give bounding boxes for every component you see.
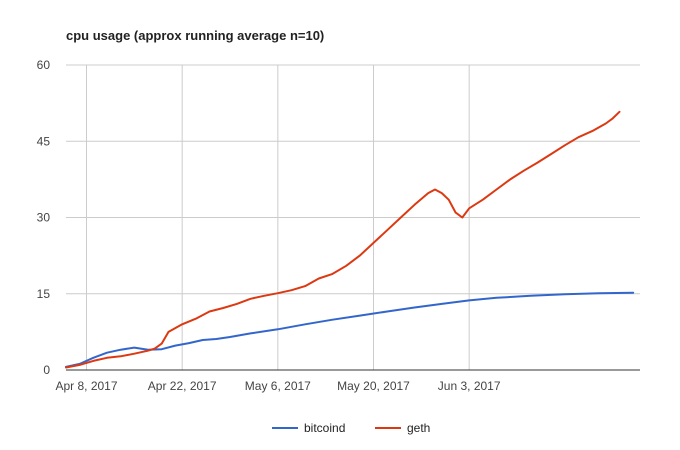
legend[interactable]: bitcoind geth bbox=[272, 421, 430, 435]
x-tick-label: May 6, 2017 bbox=[245, 379, 311, 393]
y-tick-label: 30 bbox=[37, 211, 51, 225]
legend-label: geth bbox=[407, 421, 430, 435]
y-tick-label: 45 bbox=[37, 134, 51, 148]
y-tick-label: 60 bbox=[37, 58, 51, 72]
series-layer bbox=[65, 110, 635, 369]
x-tick-label: Jun 3, 2017 bbox=[438, 379, 501, 393]
y-tick-label: 15 bbox=[37, 287, 51, 301]
legend-item-bitcoind[interactable]: bitcoind bbox=[272, 421, 345, 435]
y-tick-label: 0 bbox=[43, 363, 50, 377]
x-tick-label: Apr 22, 2017 bbox=[148, 379, 217, 393]
x-tick-label: May 20, 2017 bbox=[337, 379, 410, 393]
legend-item-geth[interactable]: geth bbox=[375, 421, 430, 435]
chart-title: cpu usage (approx running average n=10) bbox=[66, 28, 324, 43]
axis-layer: 0 15 30 45 60 Apr 8, 2017 Apr 22, 2017 May 6, 2… bbox=[37, 58, 640, 393]
series-line-bitcoind bbox=[65, 291, 635, 368]
grid-layer bbox=[66, 64, 640, 370]
legend-label: bitcoind bbox=[304, 421, 345, 435]
x-tick-label: Apr 8, 2017 bbox=[55, 379, 117, 393]
series-line-geth bbox=[65, 110, 621, 369]
